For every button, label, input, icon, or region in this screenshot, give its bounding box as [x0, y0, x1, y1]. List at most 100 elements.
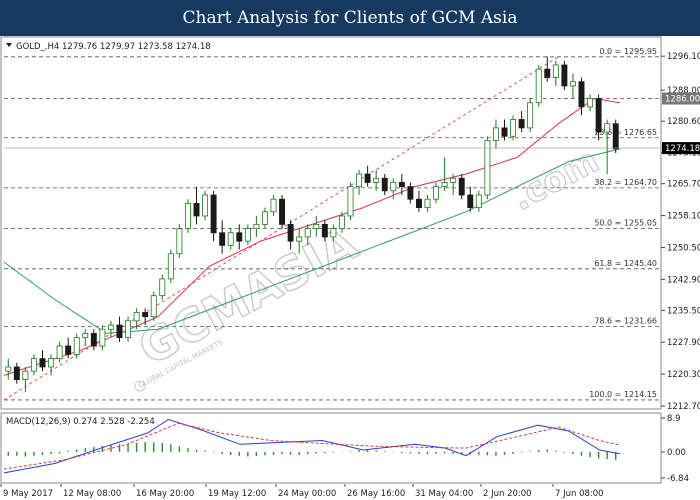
candle[interactable] — [22, 366, 29, 393]
candle[interactable] — [330, 224, 337, 242]
candle[interactable] — [167, 249, 174, 284]
candle[interactable] — [501, 119, 508, 141]
candle-body — [321, 223, 328, 238]
candle[interactable] — [73, 333, 80, 359]
candle[interactable] — [561, 60, 568, 91]
candle[interactable] — [604, 119, 611, 175]
candle-body — [13, 366, 20, 380]
candle[interactable] — [116, 316, 123, 342]
time-axis: 9 May 2017 12 May 08:00 16 May 20:00 19 May… — [0, 484, 700, 500]
candle[interactable] — [373, 169, 380, 191]
candle[interactable] — [527, 98, 534, 133]
price-tick-label: 1235.50 — [667, 306, 700, 316]
candle[interactable] — [390, 178, 397, 200]
candle[interactable] — [193, 186, 200, 225]
candle-body — [244, 228, 251, 242]
time-tick-label: 9 May 2017 — [3, 489, 53, 499]
candle[interactable] — [244, 224, 251, 246]
macd-panel[interactable]: 8.9 0.00 -6.84 MACD(12,26,9) 0.274 2.528 -… — [0, 412, 700, 484]
price-panel[interactable]: GCMASIA .com GLOBAL CAPITAL MARKETS 0.0 = … — [0, 36, 700, 410]
macd-title: MACD(12,26,9) 0.274 2.528 -2.254 — [6, 417, 155, 427]
candle[interactable] — [13, 362, 20, 384]
candle[interactable] — [441, 157, 448, 191]
candle[interactable] — [253, 215, 260, 237]
candle[interactable] — [407, 182, 414, 204]
candle[interactable] — [99, 325, 106, 351]
candle[interactable] — [552, 60, 559, 86]
candle[interactable] — [458, 174, 465, 200]
candle[interactable] — [321, 220, 328, 242]
candle[interactable] — [48, 354, 55, 376]
price-tick-label: 1250.50 — [667, 243, 700, 253]
candle[interactable] — [578, 77, 585, 116]
candle[interactable] — [261, 207, 268, 229]
candle-body — [544, 68, 551, 78]
candle[interactable] — [381, 174, 388, 196]
candle[interactable] — [433, 182, 440, 204]
candle[interactable] — [150, 291, 157, 321]
candle[interactable] — [587, 94, 594, 112]
candle[interactable] — [5, 358, 12, 380]
candle[interactable] — [475, 190, 482, 212]
candle[interactable] — [424, 195, 431, 212]
candle[interactable] — [544, 56, 551, 82]
candle[interactable] — [450, 174, 457, 196]
candle[interactable] — [107, 320, 114, 338]
candle[interactable] — [133, 308, 140, 330]
current-price-box — [662, 142, 700, 155]
candle[interactable] — [159, 274, 166, 300]
candle[interactable] — [595, 94, 602, 141]
candles[interactable] — [5, 56, 619, 393]
candle[interactable] — [184, 199, 191, 233]
candle[interactable] — [347, 182, 354, 221]
candle[interactable] — [313, 215, 320, 237]
candle[interactable] — [82, 329, 89, 347]
macd-chart[interactable]: 8.9 0.00 -6.84 MACD(12,26,9) 0.274 2.528 -… — [0, 412, 700, 484]
candle[interactable] — [210, 190, 217, 242]
candle-body — [612, 123, 619, 150]
candle[interactable] — [296, 228, 303, 254]
candle[interactable] — [364, 165, 371, 187]
candle[interactable] — [535, 64, 542, 107]
candle-body — [304, 228, 311, 238]
candle-body — [279, 198, 286, 225]
candle[interactable] — [65, 337, 72, 359]
candle[interactable] — [270, 195, 277, 216]
candle[interactable] — [338, 211, 345, 233]
candle-body — [604, 123, 611, 133]
candle[interactable] — [202, 190, 209, 221]
candle[interactable] — [569, 73, 576, 99]
candle[interactable] — [56, 341, 63, 363]
moving-average-slow — [3, 148, 621, 334]
candle[interactable] — [227, 228, 234, 250]
candle[interactable] — [356, 169, 363, 196]
time-tick-label: 24 May 00:00 — [278, 489, 336, 499]
candle[interactable] — [518, 111, 525, 133]
candle-body — [253, 223, 260, 229]
candle[interactable] — [176, 224, 183, 258]
candle[interactable] — [415, 190, 422, 212]
candle[interactable] — [30, 354, 37, 376]
candle[interactable] — [398, 174, 405, 196]
candle-body — [287, 223, 294, 242]
candle-body — [338, 215, 345, 229]
candle[interactable] — [236, 224, 243, 250]
candle[interactable] — [125, 316, 132, 342]
candle[interactable] — [492, 119, 499, 149]
candle[interactable] — [39, 350, 46, 372]
candle[interactable] — [287, 220, 294, 250]
candle[interactable] — [142, 308, 149, 326]
candle[interactable] — [279, 195, 286, 229]
candle[interactable] — [467, 186, 474, 212]
dropdown-triangle-icon[interactable] — [6, 43, 12, 47]
candle[interactable] — [90, 329, 97, 351]
candle[interactable] — [612, 119, 619, 154]
candle[interactable] — [510, 115, 517, 141]
candle[interactable] — [304, 224, 311, 246]
candle[interactable] — [484, 136, 491, 200]
price-chart-frame — [0, 36, 662, 410]
price-tick-label: 1265.70 — [667, 180, 700, 190]
candle[interactable] — [219, 220, 226, 254]
chart-title-banner: Chart Analysis for Clients of GCM Asia — [0, 0, 700, 36]
